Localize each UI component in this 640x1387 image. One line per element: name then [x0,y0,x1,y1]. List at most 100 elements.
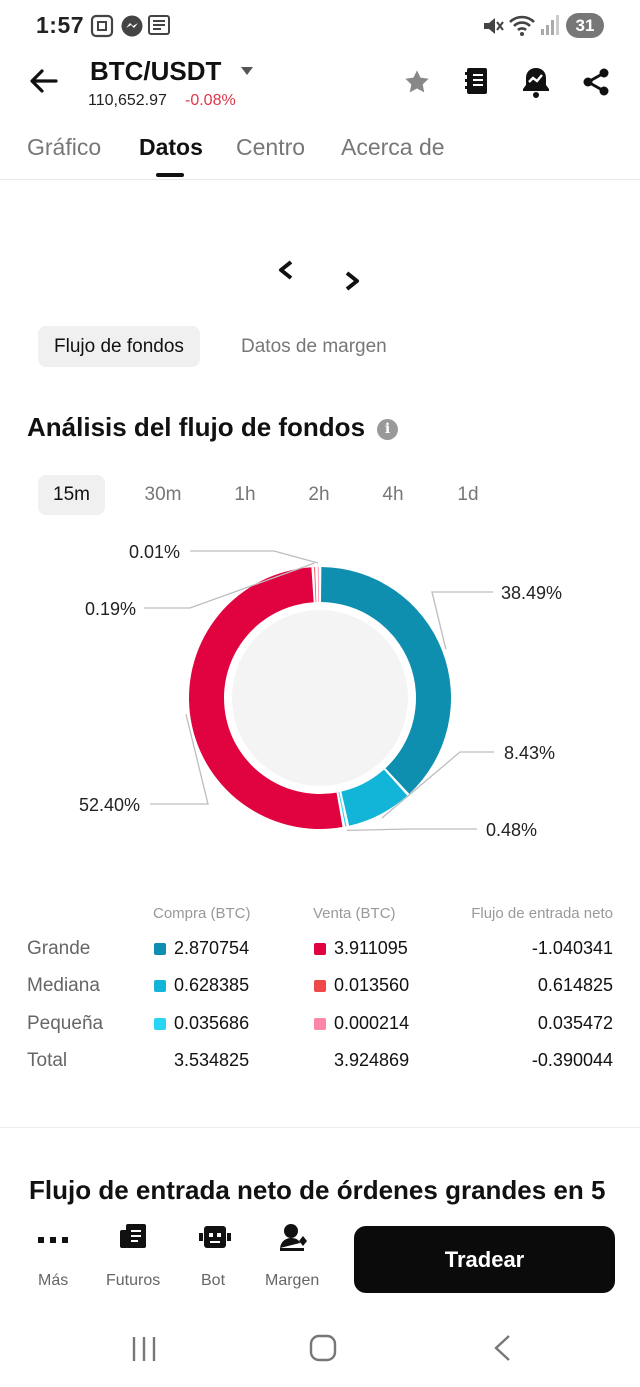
system-nav-bar [0,1312,640,1387]
star-icon[interactable] [403,68,431,101]
tab-centro[interactable]: Centro [236,134,306,160]
sell-value: 0.013560 [334,975,410,995]
donut-slice [338,792,347,827]
leader-line [150,713,209,805]
slice-label: 0.48% [486,820,537,840]
messenger-icon [120,14,144,43]
sell-color-swatch [314,980,326,992]
timeframe-4h[interactable]: 4h [382,484,404,505]
bottom-label: Margen [265,1272,320,1289]
back-icon[interactable] [492,1334,512,1367]
status-time: 1:57 [36,12,85,38]
leader-line [431,591,493,650]
timeframe-30m[interactable]: 30m [144,484,182,505]
wifi-icon [508,14,536,43]
row-label: Mediana [27,975,100,996]
section-divider [0,1127,640,1128]
sell-color-swatch [314,943,326,955]
leader-line [346,828,477,831]
donut-slice [341,769,408,826]
back-arrow-icon[interactable] [28,68,58,99]
net-value: -0.390044 [531,1050,613,1070]
bottom-item-futuros[interactable]: Futuros [104,1212,164,1302]
row-label: Grande [27,938,91,959]
main-tabs: Gráfico Datos Centro Acerca de [0,132,640,180]
donut-slice [321,567,452,794]
row-label: Total [27,1050,68,1071]
timeframe-2h[interactable]: 2h [308,484,330,505]
battery-indicator: 31 [566,13,604,38]
active-tab-indicator [156,173,184,177]
gallery-icon [148,14,170,41]
header-sell: Venta (BTC) [313,905,396,922]
timeframe-1d[interactable]: 1d [457,484,479,505]
leader-line [144,562,315,609]
buy-color-swatch [154,1018,166,1030]
net-value: 0.614825 [537,975,613,995]
buy-value: 0.035686 [174,1013,250,1033]
dropdown-caret-icon[interactable] [240,63,254,81]
row-label: Pequeña [27,1013,104,1034]
slice-label: 38.49% [501,583,562,603]
bottom-item-margen[interactable]: Margen [264,1212,326,1302]
slice-label: 52.40% [79,795,140,815]
info-icon[interactable]: i [377,419,398,440]
sell-value: 3.911095 [334,938,408,958]
segment-flujo-de-fondos[interactable]: Flujo de fondos [38,326,200,367]
leader-line [381,751,494,819]
share-icon[interactable] [582,68,610,101]
bottom-label: Más [38,1272,69,1289]
bottom-label: Bot [201,1272,226,1289]
header-net: Flujo de entrada neto [471,905,613,922]
sell-value: 3.924869 [334,1050,410,1070]
analysis-title: Análisis del flujo de fondos [27,412,366,442]
timeframe-1h[interactable]: 1h [234,484,256,505]
tab-grafico[interactable]: Gráfico [27,134,102,160]
home-icon[interactable] [309,1334,337,1367]
donut-slice [188,567,343,829]
timeframe-15m[interactable]: 15m [38,475,105,515]
status-bar: 1:57 31 [0,0,640,52]
fund-flow-donut-chart: 38.49% 8.43% 0.48% 52.40% 0.19% 0.01% [79,542,562,840]
net-value: -1.040341 [531,938,613,958]
pair-title[interactable]: BTC/USDT [90,56,222,86]
bot-icon [199,1224,231,1255]
margin-icon [278,1222,310,1257]
slice-label: 0.01% [129,542,180,562]
buy-value: 3.534825 [174,1050,250,1070]
signal-icon [540,14,560,41]
tab-acerca-de[interactable]: Acerca de [341,134,445,160]
header: BTC/USDT 110,652.97 -0.08% [0,52,640,116]
header-buy: Compra (BTC) [153,905,251,922]
notebook-icon[interactable] [464,66,490,101]
bottom-label: Futuros [106,1272,161,1289]
bottom-item-bot[interactable]: Bot [196,1212,236,1302]
prev-arrow-icon[interactable] [277,260,295,285]
price-change: -0.08% [185,92,236,109]
bottom-item-mas[interactable]: Más [30,1212,76,1302]
trade-button[interactable]: Tradear [354,1226,615,1293]
buy-value: 0.628385 [174,975,250,995]
buy-color-swatch [154,943,166,955]
next-arrow-icon[interactable] [343,271,361,296]
tab-datos[interactable]: Datos [139,134,203,160]
donut-slice [317,567,319,603]
recents-icon[interactable] [131,1336,157,1367]
donut-slice [314,567,317,603]
slice-label: 8.43% [504,743,555,763]
screenshot-icon [90,14,114,43]
segment-datos-de-margen[interactable]: Datos de margen [241,336,387,357]
large-orders-net-inflow-title: Flujo de entrada neto de órdenes grandes… [29,1175,606,1212]
mute-icon [482,14,504,43]
bottom-action-bar: Más Futuros Bot Margen Tradear [0,1212,640,1312]
net-value: 0.035472 [537,1013,613,1033]
more-dots-icon [38,1232,68,1250]
leader-line [190,550,319,564]
buy-color-swatch [154,980,166,992]
sell-value: 0.000214 [334,1013,410,1033]
futures-icon [118,1222,148,1257]
alert-icon[interactable] [522,66,550,103]
price: 110,652.97 [88,92,167,109]
buy-value: 2.870754 [174,938,250,958]
sell-color-swatch [314,1018,326,1030]
